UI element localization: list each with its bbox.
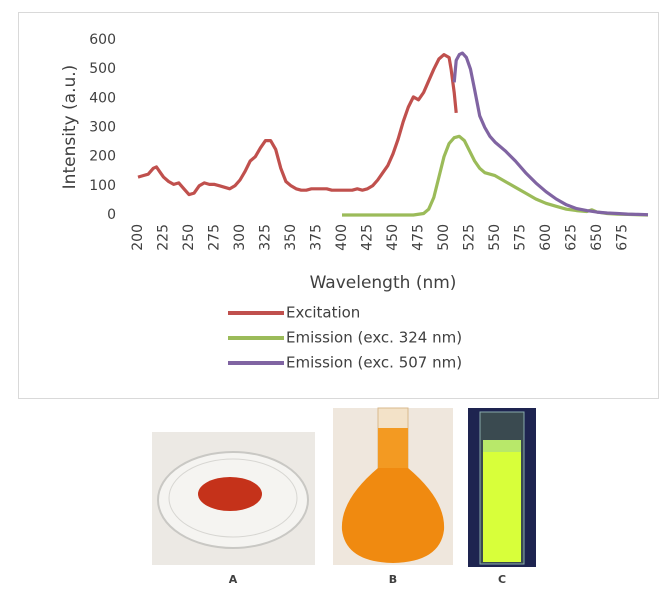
x-tick-label: 650	[589, 224, 605, 251]
x-tick-label: 325	[258, 224, 274, 251]
y-tick-label: 100	[89, 178, 116, 194]
page: Intensity (a.u.) Wavelength (nm) 0 100 200…	[0, 0, 672, 588]
photo-a	[152, 432, 315, 565]
y-tick-label: 0	[107, 207, 116, 223]
x-tick-label: 300	[232, 224, 248, 251]
x-tick-label: 475	[411, 224, 427, 251]
figure: Intensity (a.u.) Wavelength (nm) 0 100 200…	[0, 0, 672, 588]
y-tick-label: 500	[89, 61, 116, 77]
x-tick-label: 250	[181, 224, 197, 251]
x-tick-label: 425	[360, 224, 376, 251]
x-tick-label: 450	[385, 224, 401, 251]
legend-label: Excitation	[286, 304, 360, 322]
x-tick-label: 275	[207, 224, 223, 251]
x-axis-title: Wavelength (nm)	[310, 273, 457, 293]
x-tick-label: 550	[487, 224, 503, 251]
x-tick-label: 675	[615, 224, 631, 251]
y-tick-label: 300	[89, 120, 116, 136]
x-tick-label: 575	[513, 224, 529, 251]
panel-label: C	[498, 573, 506, 586]
legend-label: Emission (exc. 324 nm)	[286, 329, 462, 347]
x-tick-label: 525	[462, 224, 478, 251]
x-tick-label: 600	[538, 224, 554, 251]
legend-label: Emission (exc. 507 nm)	[286, 354, 462, 372]
x-tick-label: 225	[156, 224, 172, 251]
x-tick-label: 375	[309, 224, 325, 251]
y-tick-label: 400	[89, 90, 116, 106]
panel-label: A	[229, 573, 238, 586]
panel-label: B	[389, 573, 397, 586]
photo-b	[333, 408, 453, 565]
photo-c	[468, 408, 536, 567]
x-tick-label: 200	[130, 224, 146, 251]
x-tick-label: 625	[564, 224, 580, 251]
y-axis-title: Intensity (a.u.)	[60, 65, 80, 190]
x-tick-label: 350	[283, 224, 299, 251]
x-tick-label: 500	[436, 224, 452, 251]
y-tick-label: 600	[89, 32, 116, 48]
y-tick-label: 200	[89, 149, 116, 165]
x-tick-label: 400	[334, 224, 350, 251]
